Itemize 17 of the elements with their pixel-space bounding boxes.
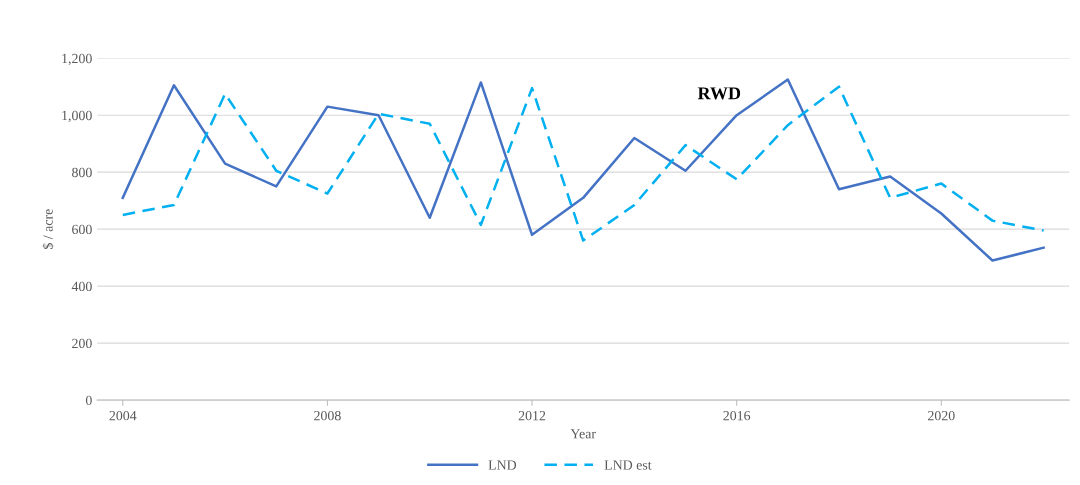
y-tick-label: 400 [71,281,92,292]
legend-label: LND [488,460,517,470]
x-tick-label: 2008 [314,410,341,421]
y-tick-label: 600 [72,224,92,235]
legend-label: LND est [604,460,652,470]
x-tick-label: 2016 [723,410,751,421]
y-tick-label: 1,000 [62,110,92,123]
x-tick-label: 2012 [518,410,546,421]
annotation: RWD [697,87,741,100]
x-axis-title: Year [570,429,596,439]
y-axis-title: $ / acre [42,209,54,249]
x-tick-label: 2004 [109,410,137,421]
y-tick-label: 200 [72,338,92,349]
y-tick-label: 1,200 [62,53,92,66]
y-tick-label: 800 [72,167,92,178]
x-tick-label: 2020 [928,410,955,421]
y-tick-label: 0 [85,395,92,406]
